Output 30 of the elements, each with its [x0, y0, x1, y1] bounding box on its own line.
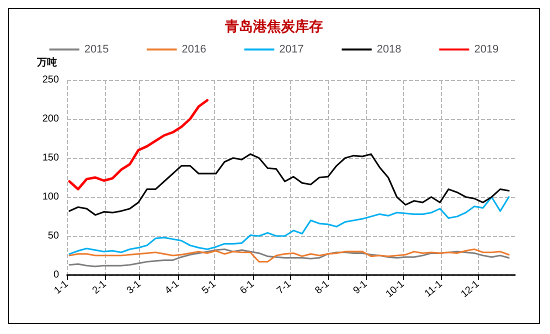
y-axis-title: 万吨 — [36, 56, 57, 68]
legend-label: 2015 — [84, 44, 109, 56]
chart-title: 青岛港焦炭库存 — [224, 18, 323, 35]
x-tick-label: 8-1 — [313, 278, 332, 297]
x-tick-label: 12-1 — [459, 278, 482, 300]
x-tick-label: 4-1 — [163, 278, 182, 297]
x-tick-label: 2-1 — [90, 278, 110, 297]
x-tick-label: 9-1 — [351, 278, 370, 297]
line-series — [68, 99, 209, 190]
legend-label: 2019 — [474, 44, 499, 56]
x-tick-label: 5-1 — [200, 278, 219, 297]
line-series — [68, 153, 510, 216]
y-tick-label: 200 — [42, 114, 60, 124]
y-tick-label: 150 — [42, 152, 60, 164]
x-tick-label: 10-1 — [384, 278, 407, 300]
x-tick-label: 6-1 — [238, 278, 257, 297]
x-tick-label: 1-1 — [52, 278, 71, 297]
x-tick-label: 3-1 — [125, 278, 144, 297]
y-tick-label: 250 — [42, 74, 60, 86]
x-tick-label: 7-1 — [275, 278, 294, 297]
line-series — [68, 248, 510, 263]
line-series — [68, 248, 510, 268]
y-tick-label: 0 — [53, 270, 60, 280]
y-tick-label: 100 — [42, 192, 60, 202]
legend-label: 2017 — [279, 44, 304, 56]
legend-label: 2018 — [376, 44, 402, 56]
line-series — [68, 196, 510, 255]
x-tick-label: 11-1 — [422, 278, 446, 300]
legend-label: 2016 — [182, 44, 206, 56]
y-tick-label: 50 — [48, 230, 60, 242]
